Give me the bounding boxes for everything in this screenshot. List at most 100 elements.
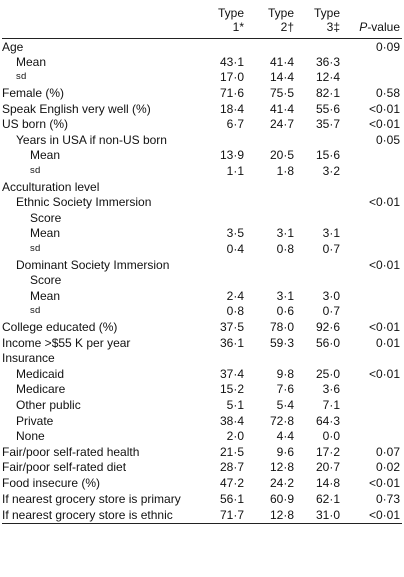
type1-value: 36·1 [219,335,244,350]
pvalue: <0·01 [368,101,400,116]
row-label: Medicaid [16,366,65,381]
type1-value: 15·2 [219,382,244,397]
table-row: Medicaid 37·4 9·8 25·0 <0·01 [2,366,402,382]
row-label: Mean [30,226,61,241]
type1-value [202,272,252,288]
type1-value: 28·7 [219,460,244,475]
pvalue: <0·01 [368,257,400,272]
type3-value: 3·2 [322,164,340,179]
type3-value: 20·7 [315,460,340,475]
row-label: US born (%) [2,117,69,132]
table-row: Food insecure (%) 47·2 24·2 14·8 <0·01 [2,475,402,491]
type3-value: 0·7 [322,242,340,257]
type1-value: 2·0 [226,429,244,444]
type2-value: 7·6 [276,382,294,397]
table-row: Dominant Society Immersion <0·01 [2,257,402,273]
type2-value: 12·8 [269,507,294,522]
header-pvalue-italic: P [359,20,368,34]
table-row: None 2·0 4·4 0·0 [2,428,402,444]
row-label: sd [30,243,41,255]
type2-value [252,257,302,273]
row-label: Medicare [16,382,66,397]
header-pvalue: P-value [348,3,402,39]
table-row: Ethnic Society Immersion <0·01 [2,194,402,210]
row-label: College educated (%) [2,319,118,334]
row-label: Other public [16,397,81,412]
header-type1: Type 1* [217,6,244,34]
type2-value: 14·4 [269,70,294,85]
type1-value: 38·4 [219,413,244,428]
type2-value: 9·8 [276,366,294,381]
table-row: Insurance [2,350,402,366]
row-label: Acculturation level [2,179,100,194]
type1-value: 2·4 [226,288,244,303]
type3-value: 7·1 [322,397,340,412]
table-row: Other public 5·1 5·4 7·1 [2,397,402,413]
row-label: Ethnic Society Immersion [16,195,152,210]
type3-value [302,132,348,148]
table-row: sd 0·8 0·6 0·7 [2,304,402,320]
row-label: If nearest grocery store is primary [2,491,181,506]
pvalue: 0·09 [375,39,400,54]
type3-value [302,350,348,366]
type3-value: 12·4 [315,70,340,85]
table-row: Mean 2·4 3·1 3·0 [2,288,402,304]
table-row: sd 17·0 14·4 12·4 [2,70,402,86]
pvalue [348,179,402,195]
type2-value: 3·1 [276,288,294,303]
table-row: US born (%) 6·7 24·7 35·7 <0·01 [2,116,402,132]
type2-value: 78·0 [269,319,294,334]
type2-value: 1·8 [276,164,294,179]
pvalue: <0·01 [368,366,400,381]
type1-value: 47·2 [219,475,244,490]
type2-value: 0·6 [276,304,294,319]
header-label-blank [2,3,202,39]
pvalue: 0·01 [375,335,400,350]
type1-value: 43·1 [219,54,244,69]
type2-value: 72·8 [269,413,294,428]
type1-value: 17·0 [219,70,244,85]
type3-value: 14·8 [315,475,340,490]
type3-value [302,272,348,288]
type1-value: 5·1 [226,397,244,412]
table-row: College educated (%) 37·5 78·0 92·6 <0·01 [2,319,402,335]
type2-value: 59·3 [269,335,294,350]
type2-value: 0·8 [276,242,294,257]
type1-value: 18·4 [219,101,244,116]
row-label: Score [30,273,62,288]
row-label: If nearest grocery store is ethnic [2,507,173,522]
table-row: Speak English very well (%) 18·4 41·4 55·6 <… [2,101,402,117]
row-label: None [16,429,45,444]
type3-value [302,210,348,226]
pvalue: 0·58 [375,86,400,101]
table-row: If nearest grocery store is primary 56·1 6… [2,491,402,507]
type3-value: 3·1 [322,226,340,241]
type2-value [252,210,302,226]
type2-value [252,179,302,195]
type2-value [252,350,302,366]
table-row: Mean 43·1 41·4 36·3 [2,54,402,70]
row-label: Dominant Society Immersion [16,257,170,272]
type3-value: 36·3 [315,54,340,69]
type1-value: 37·4 [219,366,244,381]
table-row: Fair/poor self-rated health 21·5 9·6 17·2 0·… [2,444,402,460]
type1-value: 0·8 [226,304,244,319]
table-row: Years in USA if non-US born 0·05 [2,132,402,148]
table-row: sd 0·4 0·8 0·7 [2,241,402,257]
pvalue: <0·01 [368,195,400,210]
pvalue [348,413,402,429]
type2-value [252,39,302,55]
type1-value: 1·1 [226,164,244,179]
type2-value: 41·4 [269,54,294,69]
table-row: Acculturation level [2,179,402,195]
pvalue [348,428,402,444]
pvalue: <0·01 [368,319,400,334]
type3-value: 25·0 [315,366,340,381]
pvalue [348,54,402,70]
row-label: Years in USA if non-US born [16,132,167,147]
row-label: Private [16,413,54,428]
type3-value: 15·6 [315,148,340,163]
pvalue [348,304,402,320]
pvalue [348,241,402,257]
type1-value [202,179,252,195]
